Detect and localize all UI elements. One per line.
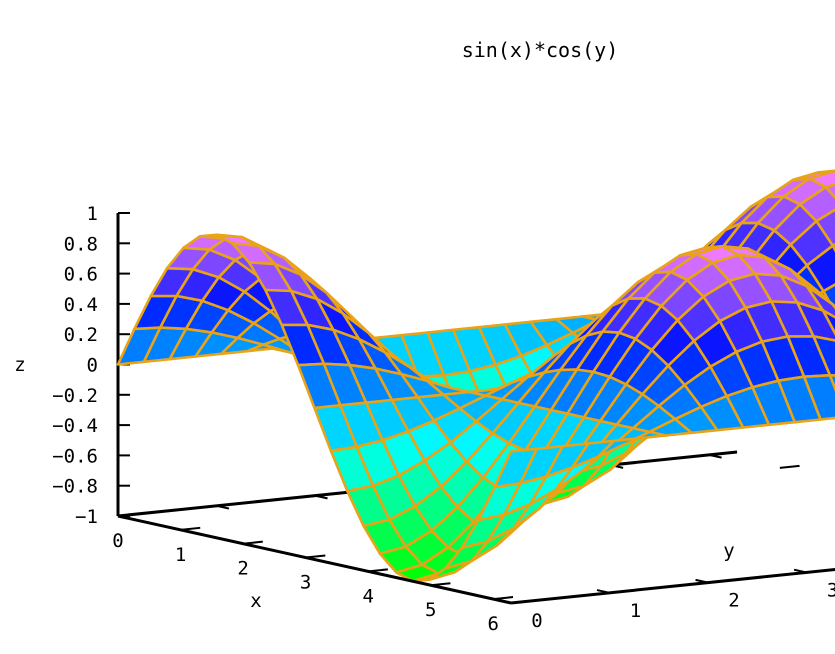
z-axis-label: z: [14, 354, 25, 376]
y-tick-label: 1: [630, 600, 641, 622]
z-tick-label: 0: [87, 355, 98, 377]
y-axis-line: [510, 567, 835, 605]
surface-facet: [493, 447, 539, 489]
x-tick-label: 5: [425, 599, 436, 621]
x-tick-label: 4: [362, 585, 373, 607]
z-tick-label: −0.6: [52, 445, 98, 467]
x-tick-label: 1: [175, 544, 186, 566]
x-tick: [493, 596, 514, 601]
surface-mesh: [116, 169, 835, 583]
z-tick-label: −0.2: [52, 385, 98, 407]
y-axis-label: y: [723, 540, 734, 562]
y-tick: [793, 568, 807, 574]
chart-title: sin(x)*cos(y): [462, 38, 619, 62]
x-tick: [368, 568, 388, 573]
x-back-tick: [779, 464, 800, 469]
x-tick: [430, 582, 451, 587]
y-tick-label: 0: [531, 610, 542, 632]
axes-back: 1 0.8 0.6 0.4 0.2 0 −0.2 −0.4 −0.6 −0.8 −1: [52, 203, 800, 528]
axes-front: 01234560123456: [112, 512, 835, 635]
x-tick-label: 6: [488, 613, 499, 635]
x-tick: [180, 526, 201, 531]
x-tick: [242, 540, 263, 545]
y-tick: [695, 578, 709, 584]
x-tick-label: 2: [237, 558, 248, 580]
z-tick-label: −1: [75, 506, 98, 528]
x-axis-label: x: [250, 590, 261, 612]
x-tick-label: 0: [112, 530, 123, 552]
x-tick: [305, 554, 326, 559]
y-back-tick: [216, 504, 230, 510]
x-tick: [117, 512, 138, 517]
y-tick: [498, 599, 512, 604]
y-tick: [596, 589, 610, 594]
y-tick-label: 3: [827, 579, 835, 601]
z-tick-label: 0.4: [64, 294, 98, 316]
y-tick-label: 2: [728, 590, 739, 612]
z-tick-label: 0.6: [64, 264, 98, 286]
y-back-tick: [708, 453, 722, 459]
z-tick-label: −0.8: [52, 476, 98, 498]
x-back-tick: [717, 451, 738, 456]
x-tick-label: 3: [300, 572, 311, 594]
z-tick-label: 1: [87, 203, 98, 225]
z-tick-label: −0.4: [52, 415, 98, 437]
z-tick-label: 0.8: [64, 233, 98, 255]
y-back-tick: [314, 494, 328, 500]
z-tick-label: 0.2: [64, 324, 98, 346]
